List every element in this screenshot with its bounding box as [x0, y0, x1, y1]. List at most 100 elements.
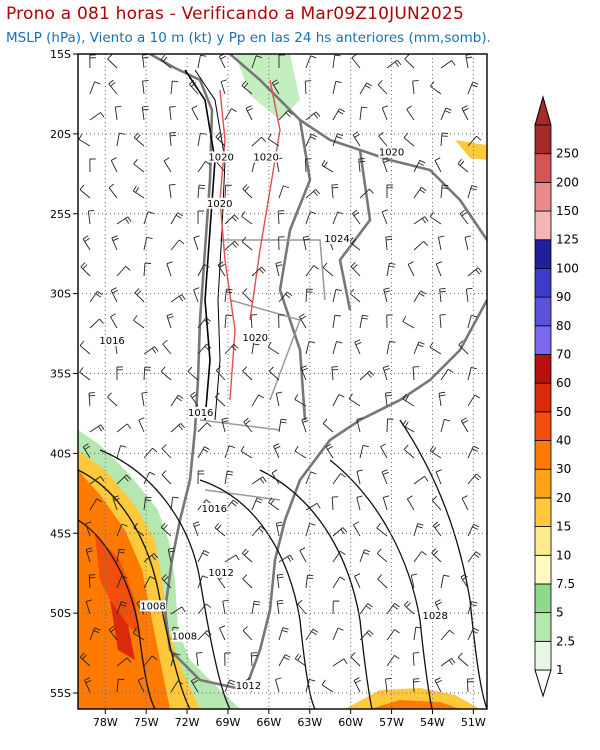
wind-barb-feather [126, 423, 132, 429]
wind-barb-feather [200, 132, 207, 135]
wind-barb-feather [107, 392, 112, 398]
wind-barb [402, 398, 415, 407]
isobar-label-bg [99, 335, 126, 347]
wind-barb-feather [421, 551, 427, 556]
wind-barb-feather [337, 110, 344, 115]
wind-barb-feather [261, 266, 266, 272]
colorbar-label: 150 [556, 204, 579, 218]
wind-barb [197, 161, 206, 173]
wind-barb [215, 136, 226, 147]
wind-barb-feather [348, 393, 353, 400]
wind-barb-feather [332, 186, 339, 189]
wind-barb-feather [272, 79, 278, 84]
wind-barb [413, 627, 417, 641]
wind-barb-feather [189, 79, 195, 85]
map-subtitle: MSLP (hPa), Viento a 10 m (kt) y Pp en l… [6, 30, 491, 46]
wind-barb [358, 159, 361, 173]
wind-barb-feather [118, 548, 126, 551]
wind-barb-feather [163, 576, 169, 582]
wind-barb [160, 527, 172, 537]
wind-barb-feather [321, 679, 326, 686]
wind-barb-feather [170, 134, 177, 137]
wind-barb-feather [149, 471, 156, 476]
wind-barb-feather [431, 548, 437, 554]
wind-barb-feather [392, 605, 399, 610]
wind-barb-feather [389, 340, 396, 343]
wind-barb-feather [435, 469, 442, 473]
wind-barb-feather [204, 446, 210, 451]
wind-barb-feather [242, 288, 248, 294]
wind-barb-feather [416, 525, 423, 529]
wind-barb-feather [206, 343, 212, 349]
wind-barb-feather [163, 157, 170, 162]
isobar-label-bg [235, 680, 262, 692]
wind-barb-feather [192, 679, 199, 684]
map-frame [77, 53, 488, 710]
wind-barb-feather [299, 313, 305, 318]
wind-barb-feather [160, 522, 166, 528]
wind-barb [116, 266, 127, 277]
lon-tick-label: 63W [297, 716, 322, 729]
isobar-label: 1016 [99, 336, 124, 347]
colorbar-label: 7.5 [556, 577, 575, 591]
wind-barb-feather [245, 420, 251, 425]
wind-barb [273, 445, 280, 459]
wind-barb-feather [282, 627, 289, 630]
wind-barb-feather [142, 105, 149, 108]
wind-barb-feather [289, 554, 294, 561]
wind-barb [116, 679, 119, 693]
wind-barb [269, 370, 280, 381]
wind-barb [143, 263, 146, 277]
wind-barb-feather [94, 81, 101, 85]
wind-barb [88, 574, 91, 589]
wind-barb [143, 366, 146, 381]
wind-barb-feather [226, 291, 233, 294]
wind-barb-feather [204, 346, 210, 351]
wind-barb-feather [331, 366, 338, 368]
wind-barb [305, 55, 312, 69]
wind-barb [460, 420, 469, 433]
wind-barb-feather [126, 657, 132, 663]
wind-barb-feather [80, 262, 86, 268]
wind-barb-feather [447, 368, 454, 373]
wind-barb-feather [417, 523, 424, 526]
wind-barb [407, 264, 415, 277]
wind-barb-feather [110, 82, 116, 87]
wind-barb-feather [100, 424, 105, 430]
wind-barb [349, 241, 361, 251]
wind-barb-feather [436, 261, 442, 265]
colorbar-segment [534, 583, 552, 614]
wind-barb-feather [394, 61, 400, 67]
wind-barb [440, 629, 450, 641]
lon-tick-label: 75W [134, 716, 159, 729]
wind-barb [305, 502, 318, 511]
lat-tick-label: 30S [50, 288, 71, 301]
wind-barb-feather [194, 523, 201, 527]
wind-barb-feather [145, 499, 152, 502]
wind-barb-feather [260, 478, 265, 484]
wind-barb [305, 341, 310, 355]
wind-barb [114, 107, 118, 121]
wind-barb-feather [449, 629, 455, 635]
wind-barb [143, 553, 155, 563]
wind-barb [305, 134, 312, 147]
wind-barb [305, 575, 308, 589]
wind-barb-feather [340, 529, 345, 535]
wind-barb-feather [299, 547, 306, 551]
wind-barb-feather [133, 522, 138, 529]
wind-barb-feather [406, 602, 411, 608]
wind-barb [467, 627, 474, 641]
wind-barb [142, 81, 145, 95]
wind-barb-feather [309, 678, 316, 682]
wind-barb-feather [219, 263, 225, 268]
colorbar-segment [534, 354, 552, 384]
wind-barb-feather [336, 341, 343, 344]
wind-barb-feather [100, 476, 105, 482]
wind-barb-feather [234, 240, 239, 246]
wind-barb [190, 680, 199, 693]
wind-barb-feather [470, 187, 477, 191]
wind-barb-feather [351, 238, 356, 245]
wind-barb-feather [79, 367, 84, 373]
wind-barb [79, 345, 91, 355]
wind-barb [410, 575, 415, 589]
